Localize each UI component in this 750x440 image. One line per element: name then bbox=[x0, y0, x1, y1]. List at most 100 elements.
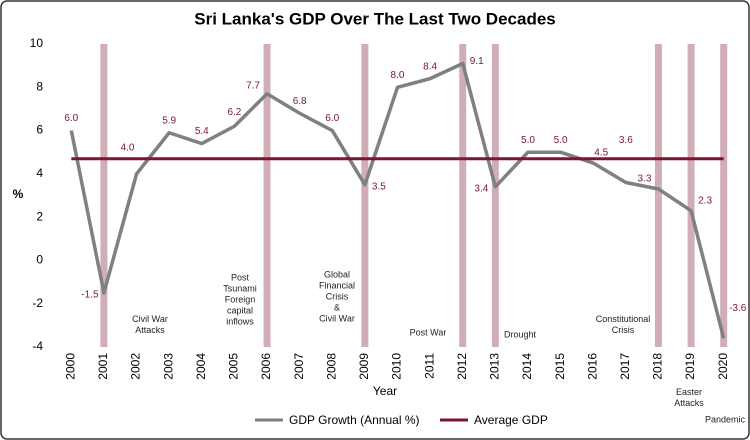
event-label: Civil War bbox=[319, 313, 355, 323]
data-label: -3.6 bbox=[729, 303, 747, 314]
event-label: Attacks bbox=[674, 398, 704, 408]
x-tick: 2000 bbox=[63, 353, 77, 380]
event-bar bbox=[361, 44, 369, 347]
x-tick: 2013 bbox=[488, 353, 502, 380]
x-tick: 2011 bbox=[422, 353, 436, 379]
x-tick-label: 2001 bbox=[96, 353, 110, 380]
x-tick-label: 2009 bbox=[357, 353, 371, 380]
y-tick-label: -2 bbox=[32, 296, 43, 310]
event-label: Financial bbox=[319, 280, 355, 290]
data-label: -1.5 bbox=[81, 290, 99, 301]
data-label: 6.0 bbox=[64, 113, 78, 124]
x-tick: 2001 bbox=[96, 353, 110, 380]
data-label: 3.6 bbox=[619, 135, 633, 146]
event-bar bbox=[687, 44, 695, 347]
event-bar bbox=[459, 44, 467, 347]
x-tick-label: 2010 bbox=[390, 353, 404, 380]
event-bar bbox=[263, 44, 271, 347]
x-tick-label: 2004 bbox=[194, 353, 208, 380]
data-label: 3.3 bbox=[637, 174, 651, 185]
x-tick: 2009 bbox=[357, 353, 371, 380]
x-tick: 2018 bbox=[651, 353, 665, 380]
x-tick-label: 2017 bbox=[618, 353, 632, 380]
legend-label: GDP Growth (Annual %) bbox=[289, 413, 420, 427]
x-tick: 2010 bbox=[390, 353, 404, 380]
data-label: 3.4 bbox=[474, 183, 488, 194]
event-label: inflows bbox=[226, 316, 254, 326]
data-label: 2.3 bbox=[698, 195, 712, 206]
data-label: 8.0 bbox=[391, 70, 405, 81]
data-label: 3.5 bbox=[372, 181, 386, 192]
event-label: Post War bbox=[410, 327, 447, 337]
y-axis-label: % bbox=[13, 187, 24, 201]
x-tick-label: 2015 bbox=[553, 353, 567, 380]
x-tick: 2008 bbox=[324, 353, 338, 380]
x-tick: 2002 bbox=[129, 353, 143, 380]
event-label: Attacks bbox=[135, 325, 165, 335]
x-tick-label: 2016 bbox=[585, 353, 599, 380]
x-tick: 2014 bbox=[520, 353, 534, 380]
chart-title: Sri Lanka's GDP Over The Last Two Decade… bbox=[194, 9, 556, 28]
data-label: 7.7 bbox=[246, 80, 260, 91]
event-label: Civil War bbox=[132, 314, 168, 324]
event-label: Post bbox=[231, 272, 250, 282]
data-label: 6.8 bbox=[293, 96, 307, 107]
x-tick-label: 2020 bbox=[716, 353, 730, 380]
event-label: Constitutional bbox=[596, 314, 651, 324]
data-label: 6.2 bbox=[227, 107, 241, 118]
x-tick: 2020 bbox=[716, 353, 730, 380]
x-tick-label: 2002 bbox=[129, 353, 143, 380]
event-bar bbox=[491, 44, 499, 347]
data-label: 5.9 bbox=[162, 115, 176, 126]
x-tick-label: 2011 bbox=[422, 353, 436, 379]
event-bar bbox=[654, 44, 662, 347]
x-tick: 2004 bbox=[194, 353, 208, 380]
x-tick-label: 2013 bbox=[488, 353, 502, 380]
event-label: capital bbox=[227, 305, 253, 315]
event-label: Global bbox=[324, 269, 350, 279]
data-label: 4.0 bbox=[121, 142, 135, 153]
x-tick-label: 2005 bbox=[227, 353, 241, 380]
x-tick-label: 2012 bbox=[455, 353, 469, 380]
data-label: 4.5 bbox=[594, 148, 608, 159]
y-tick-label: 2 bbox=[36, 209, 43, 223]
data-label: 5.4 bbox=[195, 126, 209, 137]
x-tick: 2019 bbox=[683, 353, 697, 380]
x-tick: 2006 bbox=[259, 353, 273, 380]
event-bar bbox=[100, 44, 108, 347]
data-label: 5.0 bbox=[521, 135, 535, 146]
x-axis-label: Year bbox=[373, 384, 397, 398]
y-tick-label: 6 bbox=[36, 123, 43, 137]
data-label: 5.0 bbox=[554, 135, 568, 146]
x-tick-label: 2018 bbox=[651, 353, 665, 380]
event-label: Pandemic bbox=[705, 414, 746, 424]
y-tick-label: 4 bbox=[36, 166, 43, 180]
event-bar bbox=[720, 44, 728, 347]
y-tick-label: -4 bbox=[32, 339, 43, 353]
event-label: Drought bbox=[504, 329, 537, 339]
x-tick: 2005 bbox=[227, 353, 241, 380]
event-label: Crisis bbox=[612, 325, 635, 335]
x-tick-label: 2003 bbox=[161, 353, 175, 380]
x-tick-label: 2008 bbox=[324, 353, 338, 380]
y-tick-label: 0 bbox=[36, 253, 43, 267]
data-label: 8.4 bbox=[423, 61, 437, 72]
event-label: Crisis bbox=[326, 291, 349, 301]
x-tick-label: 2000 bbox=[63, 353, 77, 380]
x-tick-label: 2014 bbox=[520, 353, 534, 380]
y-tick-label: 8 bbox=[36, 79, 43, 93]
event-label: Easter bbox=[676, 387, 702, 397]
event-label: Foreign bbox=[225, 294, 256, 304]
x-tick: 2017 bbox=[618, 353, 632, 380]
data-label: 9.1 bbox=[470, 56, 484, 67]
series-line bbox=[69, 61, 726, 339]
x-tick: 2012 bbox=[455, 353, 469, 380]
event-label: Tsunami bbox=[223, 283, 257, 293]
x-tick: 2016 bbox=[585, 353, 599, 380]
event-label: & bbox=[334, 302, 340, 312]
x-tick: 2015 bbox=[553, 353, 567, 380]
x-tick-label: 2007 bbox=[292, 353, 306, 380]
legend-label: Average GDP bbox=[474, 413, 548, 427]
